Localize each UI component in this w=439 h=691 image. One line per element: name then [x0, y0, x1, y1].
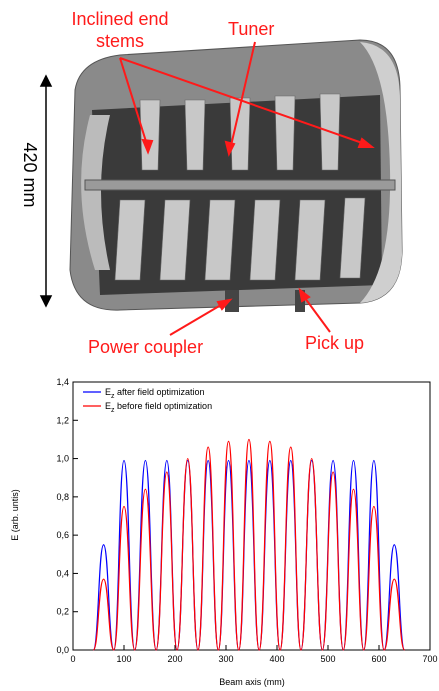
tuner-label: Tuner: [228, 19, 275, 39]
y-tick-label: 0,6: [56, 530, 69, 540]
x-tick-label: 500: [320, 654, 335, 664]
y-tick-label: 0,2: [56, 607, 69, 617]
y-tick-label: 0,0: [56, 645, 69, 655]
y-tick-label: 1,0: [56, 454, 69, 464]
power-coupler-label: Power coupler: [88, 337, 204, 357]
legend-label: Ez after field optimization: [105, 387, 205, 400]
x-tick-label: 400: [269, 654, 284, 664]
cavity-illustration: [69, 39, 403, 312]
x-tick-label: 300: [218, 654, 233, 664]
x-tick-label: 0: [70, 654, 75, 664]
y-tick-label: 0,4: [56, 568, 69, 578]
y-tick-label: 0,8: [56, 492, 69, 502]
length-label: 420 mm: [20, 142, 40, 207]
series-line: [92, 459, 406, 651]
end-stems-label: Inclined end stems: [71, 9, 169, 51]
x-tick-label: 100: [116, 654, 131, 664]
x-tick-label: 200: [167, 654, 182, 664]
y-axis-title: E (arb. untis): [10, 489, 20, 541]
dimension-arrow: [39, 74, 53, 308]
plot-frame: [72, 381, 431, 651]
annotation-arrows: [119, 41, 375, 336]
series-line: [92, 438, 406, 651]
x-tick-label: 600: [371, 654, 386, 664]
pick-up-label: Pick up: [305, 333, 365, 353]
x-tick-label: 700: [422, 654, 437, 664]
x-axis-title: Beam axis (mm): [219, 677, 285, 687]
y-tick-label: 1,2: [56, 415, 69, 425]
y-tick-label: 1,4: [56, 377, 69, 387]
legend-label: Ez before field optimization: [105, 401, 212, 414]
